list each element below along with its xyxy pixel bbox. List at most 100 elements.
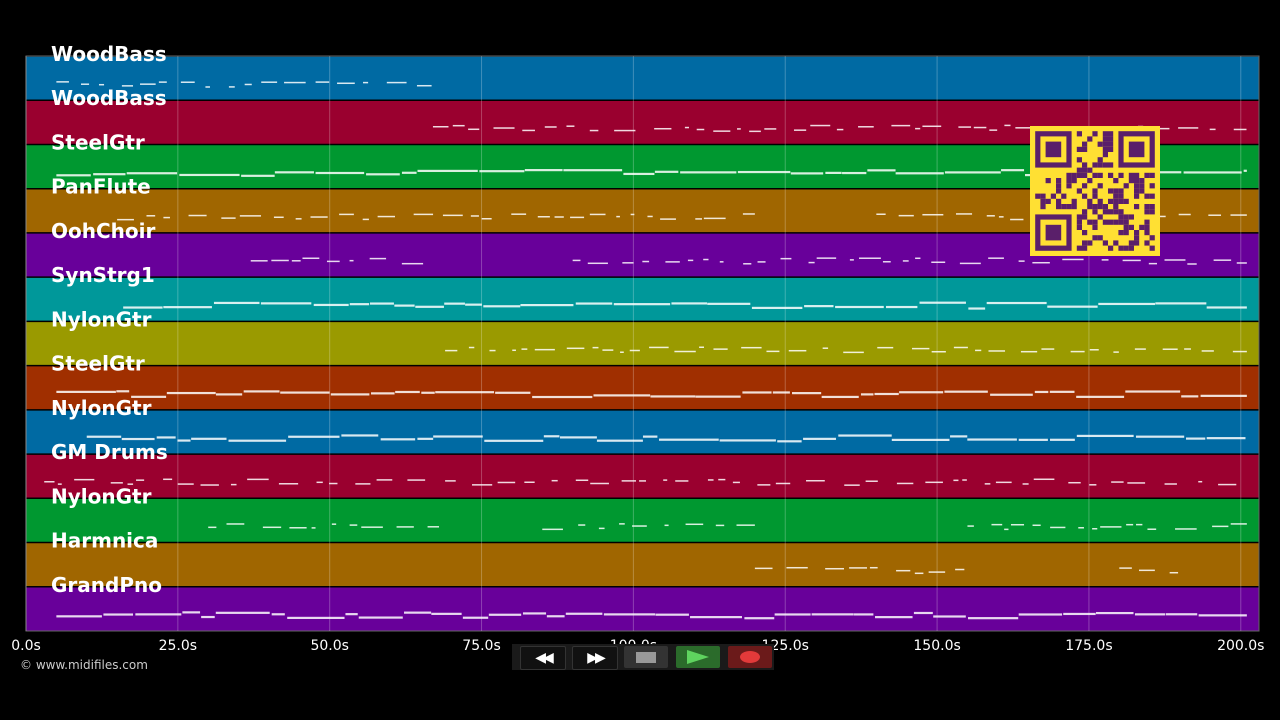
note bbox=[417, 169, 478, 173]
note bbox=[1186, 437, 1206, 440]
note bbox=[452, 124, 465, 127]
note bbox=[1187, 263, 1197, 265]
note bbox=[867, 169, 896, 172]
note bbox=[619, 523, 625, 525]
note bbox=[163, 478, 173, 481]
note bbox=[551, 479, 558, 482]
record-button[interactable] bbox=[728, 646, 772, 668]
note bbox=[914, 572, 924, 575]
note bbox=[57, 483, 62, 485]
note bbox=[156, 436, 176, 439]
note bbox=[479, 170, 525, 173]
note bbox=[330, 393, 370, 396]
note bbox=[380, 438, 416, 441]
note bbox=[126, 172, 178, 175]
note bbox=[1050, 438, 1075, 441]
note bbox=[260, 302, 312, 305]
note bbox=[919, 301, 966, 304]
note bbox=[751, 306, 803, 310]
note bbox=[869, 566, 878, 569]
track-label: GM Drums bbox=[51, 440, 168, 464]
note bbox=[470, 215, 479, 217]
note bbox=[1063, 612, 1096, 616]
note bbox=[1018, 438, 1048, 441]
note bbox=[241, 174, 275, 177]
note bbox=[239, 215, 262, 217]
note bbox=[1004, 124, 1011, 127]
note bbox=[790, 172, 824, 175]
track-lane bbox=[26, 454, 1259, 499]
note bbox=[955, 568, 965, 571]
note bbox=[975, 349, 982, 352]
note bbox=[1155, 302, 1207, 305]
note bbox=[377, 215, 396, 218]
track-label: NylonGtr bbox=[51, 484, 152, 508]
note bbox=[675, 480, 689, 482]
note bbox=[56, 615, 102, 618]
note bbox=[572, 259, 581, 262]
track-lane bbox=[26, 56, 1259, 101]
play-button[interactable] bbox=[676, 646, 720, 668]
fast-forward-button[interactable]: ▶▶ bbox=[572, 646, 618, 670]
note bbox=[853, 613, 874, 616]
stop-icon bbox=[636, 651, 656, 663]
note bbox=[366, 173, 400, 176]
note bbox=[542, 528, 563, 531]
note bbox=[623, 172, 655, 176]
note bbox=[968, 307, 986, 310]
note bbox=[737, 128, 741, 130]
track-label: SteelGtr bbox=[51, 352, 145, 376]
note bbox=[1033, 478, 1055, 481]
note bbox=[537, 216, 550, 218]
note bbox=[998, 216, 1004, 218]
note bbox=[98, 83, 105, 86]
note bbox=[200, 484, 219, 486]
note bbox=[613, 303, 671, 306]
note bbox=[1208, 214, 1222, 216]
note bbox=[622, 262, 634, 264]
note bbox=[472, 484, 493, 486]
note bbox=[699, 346, 704, 348]
note bbox=[902, 260, 909, 262]
note bbox=[788, 349, 807, 352]
stop-button[interactable] bbox=[624, 646, 668, 668]
note bbox=[695, 218, 702, 220]
note bbox=[955, 213, 973, 215]
note bbox=[326, 260, 340, 263]
note bbox=[369, 257, 387, 260]
note bbox=[1134, 348, 1146, 350]
note bbox=[445, 349, 458, 352]
note bbox=[468, 346, 475, 349]
note bbox=[822, 347, 829, 349]
note bbox=[289, 527, 307, 529]
note bbox=[163, 306, 212, 309]
note bbox=[1164, 483, 1177, 485]
note bbox=[349, 524, 358, 526]
note bbox=[512, 349, 516, 352]
note bbox=[1122, 259, 1141, 262]
note bbox=[621, 480, 637, 482]
note bbox=[1148, 262, 1158, 265]
note bbox=[811, 613, 854, 616]
note bbox=[684, 126, 689, 129]
note bbox=[874, 392, 899, 396]
note bbox=[988, 257, 1004, 259]
note bbox=[647, 215, 653, 218]
note bbox=[1068, 481, 1081, 484]
note bbox=[654, 127, 672, 130]
play-icon bbox=[687, 650, 709, 664]
note bbox=[166, 391, 216, 395]
note bbox=[743, 263, 752, 265]
rewind-button[interactable]: ◀◀ bbox=[520, 646, 566, 670]
note bbox=[1076, 395, 1125, 398]
note bbox=[953, 479, 959, 482]
note bbox=[1201, 350, 1214, 352]
note bbox=[995, 481, 1012, 484]
track-label: WoodBass bbox=[51, 86, 167, 110]
note bbox=[590, 482, 609, 485]
note bbox=[922, 213, 944, 216]
note bbox=[1139, 569, 1155, 572]
track-label: Harmnica bbox=[51, 529, 158, 553]
note bbox=[719, 439, 776, 442]
note bbox=[1165, 613, 1198, 616]
